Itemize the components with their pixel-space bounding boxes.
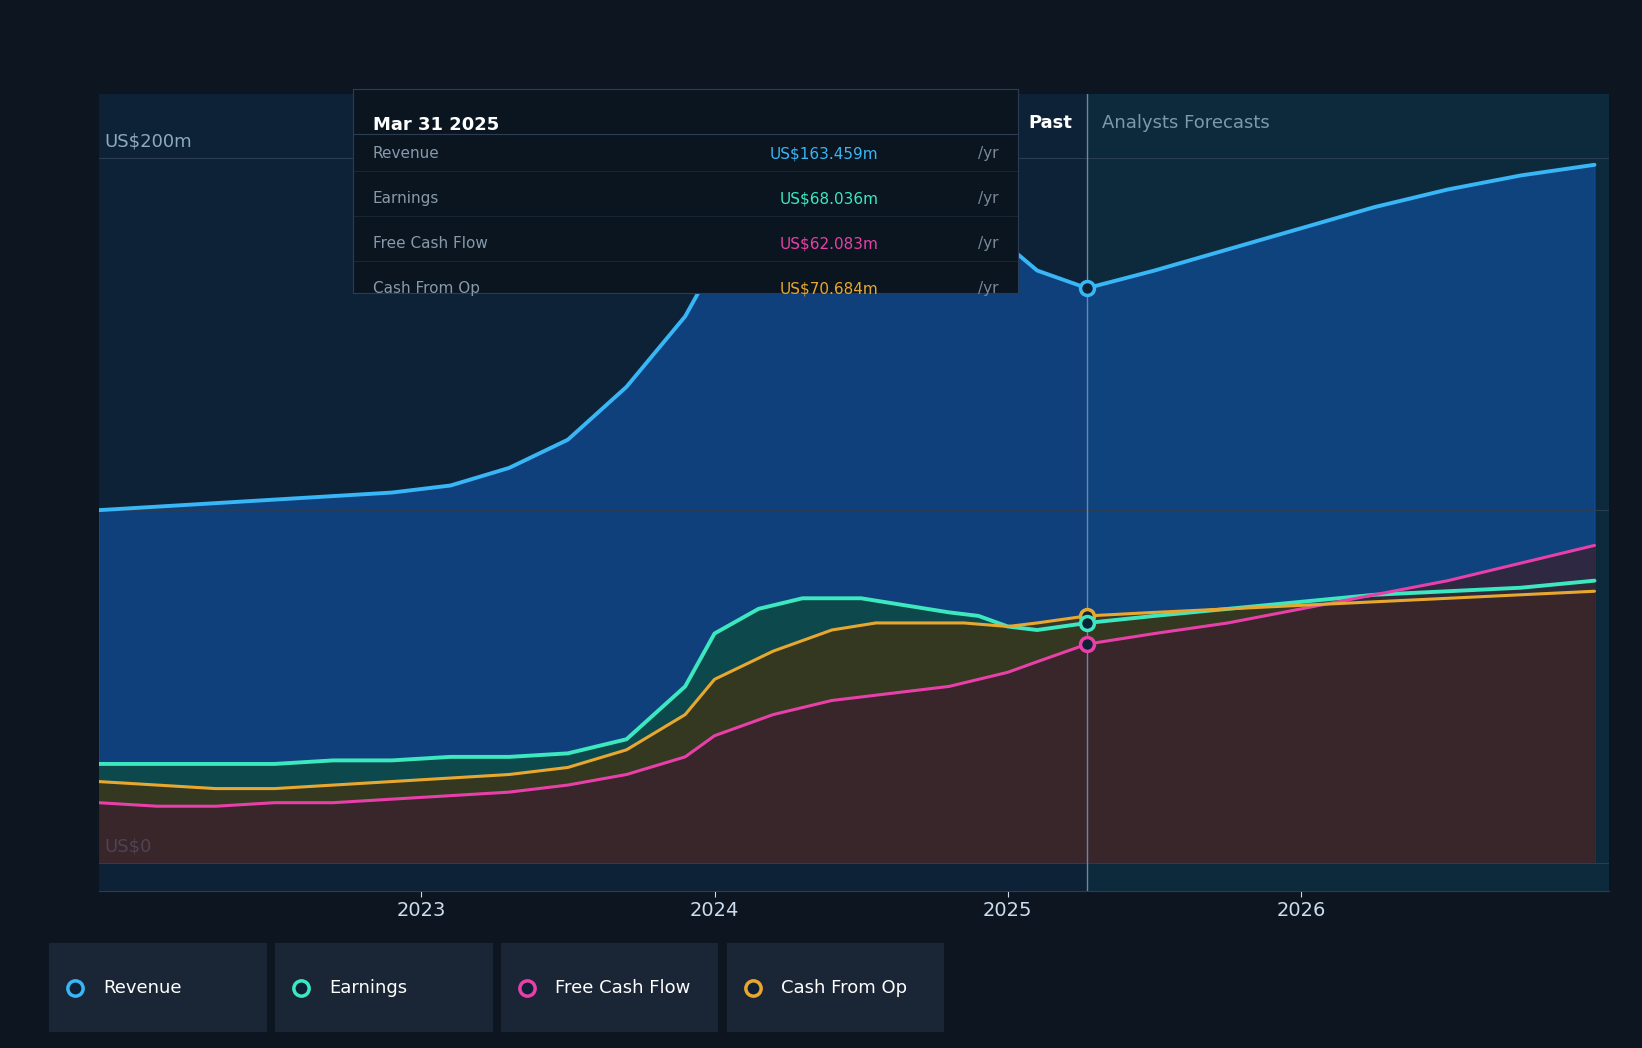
Text: US$70.684m: US$70.684m — [780, 281, 878, 297]
Text: US$62.083m: US$62.083m — [780, 236, 878, 252]
Text: Cash From Op: Cash From Op — [373, 281, 479, 297]
Text: Analysts Forecasts: Analysts Forecasts — [1102, 113, 1269, 131]
Text: Revenue: Revenue — [373, 147, 440, 161]
Text: Mar 31 2025: Mar 31 2025 — [373, 115, 499, 134]
Text: Free Cash Flow: Free Cash Flow — [555, 979, 691, 997]
Text: Free Cash Flow: Free Cash Flow — [373, 236, 488, 252]
Text: Earnings: Earnings — [330, 979, 407, 997]
Text: /yr: /yr — [977, 191, 998, 206]
Bar — [1087, 94, 1609, 891]
Text: US$0: US$0 — [105, 837, 151, 855]
Text: US$200m: US$200m — [105, 133, 192, 151]
Text: Cash From Op: Cash From Op — [782, 979, 906, 997]
Text: US$68.036m: US$68.036m — [780, 191, 878, 206]
Text: Past: Past — [1028, 113, 1072, 131]
Text: US$163.459m: US$163.459m — [770, 147, 878, 161]
Bar — [99, 94, 1087, 891]
Text: Earnings: Earnings — [373, 191, 440, 206]
Text: /yr: /yr — [977, 147, 998, 161]
Text: /yr: /yr — [977, 281, 998, 297]
Text: /yr: /yr — [977, 236, 998, 252]
Text: Revenue: Revenue — [103, 979, 182, 997]
